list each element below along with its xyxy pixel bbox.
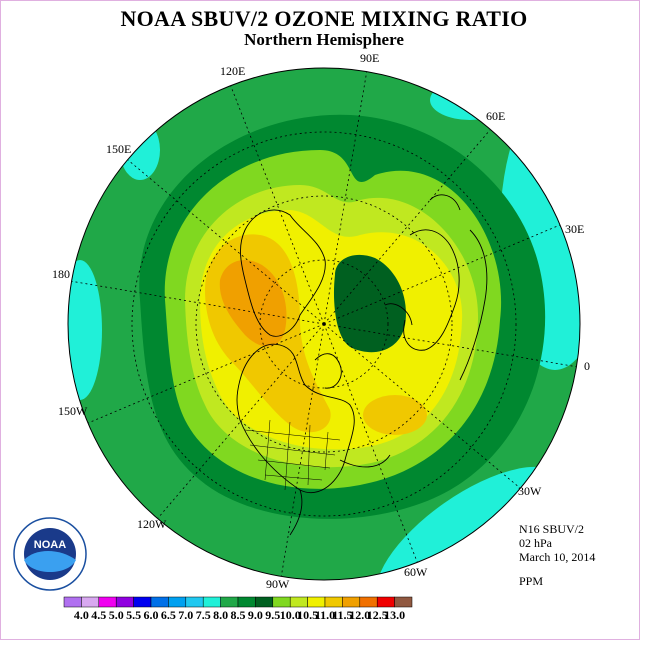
colorbar-tick-label: 7.0 (178, 608, 193, 622)
lon-label-90e: 90E (360, 51, 379, 65)
colorbar-swatch (324, 596, 343, 608)
lon-label-60w: 60W (404, 565, 428, 579)
units-label: PPM (519, 574, 544, 588)
us-state-lines (244, 419, 341, 491)
date-label: March 10, 2014 (519, 550, 596, 564)
lon-label-60e: 60E (486, 109, 505, 123)
colorbar-swatch (255, 596, 274, 608)
colorbar-swatch (168, 596, 187, 608)
colorbar-tick-label: 5.0 (109, 608, 124, 622)
colorbar-swatch (63, 596, 82, 608)
coastlines (236, 194, 488, 536)
colorbar-swatch (98, 596, 117, 608)
lon-label-30w: 30W (518, 484, 542, 498)
colorbar-tick-label: 11.0 (315, 608, 335, 622)
colorbar-swatch (272, 596, 291, 608)
lon-label-120e: 120E (220, 64, 245, 78)
colorbar-tick-label: 6.0 (144, 608, 159, 622)
colorbar-swatch (202, 596, 221, 608)
colorbar-tick-label: 8.0 (213, 608, 228, 622)
colorbar-tick-label: 12.5 (367, 608, 388, 622)
colorbar-tick-label: 13.0 (384, 608, 405, 622)
colorbar-swatch (289, 596, 308, 608)
colorbar-tick-label: 5.5 (126, 608, 141, 622)
noaa-logo: NOAA (13, 517, 87, 591)
lon-label-120w: 120W (137, 517, 167, 531)
colorbar-swatch (81, 596, 100, 608)
colorbar-tick-label: 4.0 (74, 608, 89, 622)
colorbar-swatch (220, 596, 239, 608)
lon-label-90w: 90W (266, 577, 290, 591)
colorbar-tick-label: 7.5 (196, 608, 211, 622)
colorbar-swatch (342, 596, 361, 608)
colorbar-tick-label: 6.5 (161, 608, 176, 622)
lon-label-30e: 30E (565, 222, 584, 236)
colorbar-swatch (115, 596, 134, 608)
map-title: NOAA SBUV/2 OZONE MIXING RATIO (120, 6, 528, 31)
lon-label-180: 180 (52, 267, 70, 281)
colorbar-swatch (394, 596, 413, 608)
noaa-logo-text: NOAA (34, 539, 66, 551)
colorbar-swatch (307, 596, 326, 608)
colorbar-swatch (133, 596, 152, 608)
colorbar-tick-label: 4.5 (91, 608, 106, 622)
map-boundary (67, 67, 581, 581)
colorbar-swatch (150, 596, 169, 608)
colorbar-swatch (376, 596, 395, 608)
pressure-label: 02 hPa (519, 536, 552, 550)
lon-label-150e: 150E (106, 142, 131, 156)
lon-label-0: 0 (584, 359, 590, 373)
colorbar-tick-label: 12.0 (349, 608, 370, 622)
colorbar: 4.0 4.5 5.0 5.5 6.0 6.5 7.0 7.5 8.0 8.5 9.0 9.5 10.0… (63, 596, 413, 622)
map-subtitle: Northern Hemisphere (244, 30, 404, 49)
colorbar-tick-label: 9.5 (265, 608, 280, 622)
instrument-label: N16 SBUV/2 (519, 522, 585, 536)
colorbar-tick-label: 11.5 (332, 608, 352, 622)
colorbar-swatch (359, 596, 378, 608)
colorbar-swatch (237, 596, 256, 608)
colorbar-tick-label: 9.0 (248, 608, 263, 622)
lon-label-150w: 150W (58, 404, 88, 418)
colorbar-tick-label: 10.0 (280, 608, 301, 622)
colorbar-tick-label: 8.5 (231, 608, 246, 622)
colorbar-swatch (185, 596, 204, 608)
colorbar-tick-label: 10.5 (297, 608, 318, 622)
image-frame (0, 0, 640, 640)
